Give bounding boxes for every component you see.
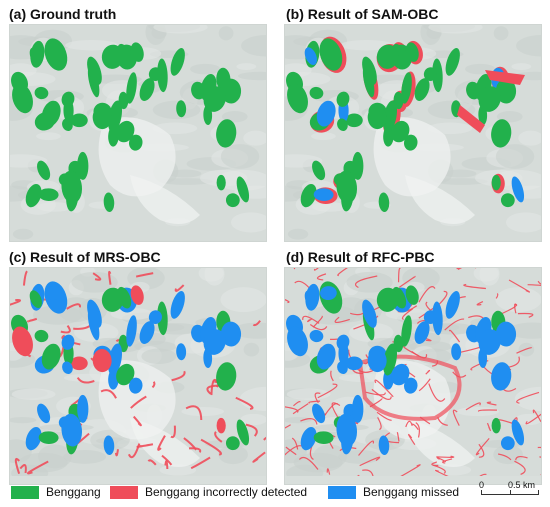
panel-d-map-svg	[285, 268, 541, 476]
scale-bar-zero-label: 0	[479, 480, 485, 490]
panel-a-map-svg	[10, 25, 266, 241]
panel-a-map	[9, 24, 267, 242]
panel-c-title: (c) Result of MRS-OBC	[9, 249, 161, 265]
panel-b-map-svg	[285, 25, 541, 241]
legend-item-missed: Benggang missed	[328, 484, 459, 500]
panel-c-map	[9, 267, 267, 485]
legend-item-benggang: Benggang	[11, 484, 101, 500]
legend-swatch-incorrect	[110, 485, 138, 499]
panel-a-title: (a) Ground truth	[9, 6, 117, 22]
legend-label-benggang: Benggang	[46, 485, 101, 499]
panel-b-map	[284, 24, 542, 242]
scale-bar: 0 0.5 km	[478, 480, 544, 502]
scale-bar-tick-end	[538, 490, 539, 495]
panel-b-title: (b) Result of SAM-OBC	[286, 6, 439, 22]
panel-c-map-svg	[10, 268, 266, 476]
panel-d-title: (d) Result of RFC-PBC	[286, 249, 435, 265]
panel-d-map	[284, 267, 542, 485]
legend-label-missed: Benggang missed	[363, 485, 460, 499]
scale-bar-tick-mid	[510, 490, 511, 495]
scale-bar-tick-start	[481, 490, 482, 495]
legend-swatch-benggang	[11, 485, 39, 499]
legend-label-incorrect: Benggang incorrectly detected	[145, 485, 308, 499]
legend-item-incorrect: Benggang incorrectly detected	[110, 484, 307, 500]
scale-bar-distance-label: 0.5 km	[508, 480, 536, 490]
legend-swatch-missed	[328, 485, 356, 499]
